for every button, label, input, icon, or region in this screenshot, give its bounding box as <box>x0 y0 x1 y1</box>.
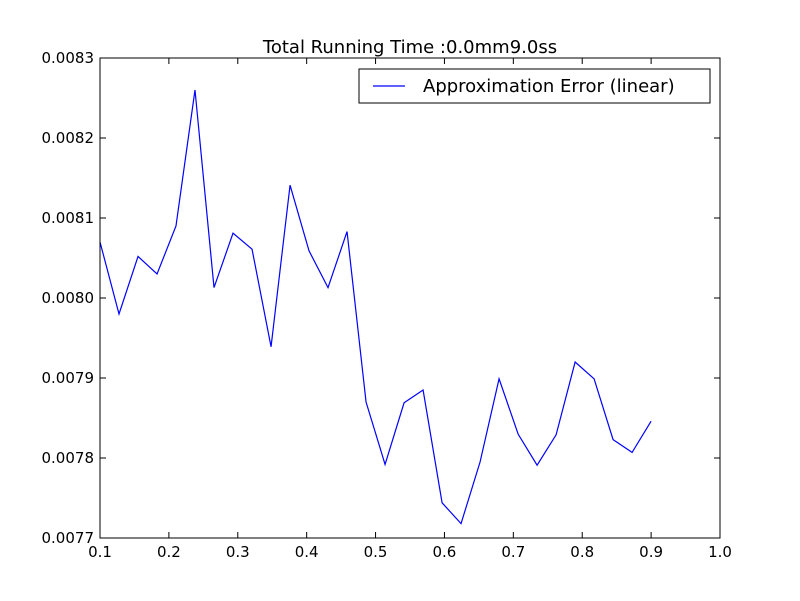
legend-label: Approximation Error (linear) <box>423 76 675 97</box>
plot-frame <box>99 57 721 539</box>
x-tick-label: 0.5 <box>364 543 388 561</box>
legend-box <box>358 68 711 104</box>
plot-area <box>100 58 720 538</box>
y-tick-label: 0.0080 <box>42 289 95 307</box>
legend: Approximation Error (linear) <box>358 68 711 104</box>
y-axis-ticks: 0.0077 0.0078 0.0079 0.0080 0.0081 0.0082 0.00… <box>42 49 720 547</box>
x-tick-label: 1.0 <box>708 543 732 561</box>
x-tick-label: 0.9 <box>639 543 663 561</box>
x-tick-label: 0.1 <box>88 543 112 561</box>
y-tick-label: 0.0077 <box>42 529 95 547</box>
series-line <box>99 89 652 525</box>
y-tick-label: 0.0079 <box>42 369 95 387</box>
x-tick-label: 0.4 <box>295 543 319 561</box>
x-tick-label: 0.6 <box>433 543 457 561</box>
y-tick-label: 0.0078 <box>42 449 95 467</box>
chart-title: Total Running Time :0.0mm9.0ss <box>262 37 557 58</box>
series-layer <box>99 89 652 525</box>
x-axis-ticks: 0.1 0.2 0.3 0.4 0.5 0.6 0.7 0.8 0.9 1.0 <box>88 58 732 561</box>
y-tick-label: 0.0083 <box>42 49 95 67</box>
y-tick-label: 0.0082 <box>42 129 95 147</box>
y-tick-label: 0.0081 <box>42 209 95 227</box>
x-tick-label: 0.8 <box>570 543 594 561</box>
x-tick-label: 0.3 <box>226 543 250 561</box>
x-tick-label: 0.7 <box>501 543 525 561</box>
x-tick-label: 0.2 <box>157 543 181 561</box>
